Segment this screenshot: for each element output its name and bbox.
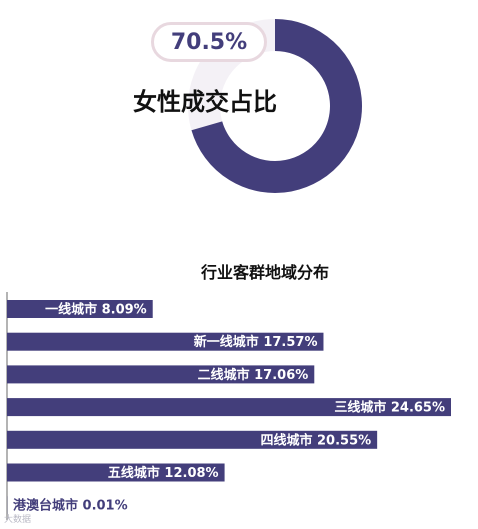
bar-label-2: 二线城市 17.06%	[198, 367, 309, 383]
bar-label-6: 港澳台城市 0.01%	[13, 498, 128, 514]
bar-label-1: 新一线城市 17.57%	[194, 334, 318, 350]
bar-4	[7, 430, 378, 449]
bar-3	[7, 398, 451, 417]
percentage-value: 70.5%	[170, 29, 248, 55]
bar-label-0: 一线城市 8.09%	[45, 302, 147, 318]
bar-label-3: 三线城市 24.65%	[334, 400, 445, 416]
bar-5	[7, 463, 225, 482]
bar-chart-title: 行业客群地域分布	[201, 263, 330, 282]
percentage-pill: 70.5%	[151, 22, 267, 62]
bar-label-5: 五线城市 12.08%	[108, 465, 219, 481]
donut-slice-female	[191, 19, 362, 193]
bar-2	[7, 365, 315, 384]
watermark: 大数据	[4, 515, 32, 525]
bar-label-4: 四线城市 20.55%	[260, 432, 371, 448]
donut-title: 女性成交占比	[133, 88, 277, 116]
bar-0	[7, 300, 153, 318]
bar-1	[7, 332, 324, 351]
donut-chart	[188, 19, 362, 193]
